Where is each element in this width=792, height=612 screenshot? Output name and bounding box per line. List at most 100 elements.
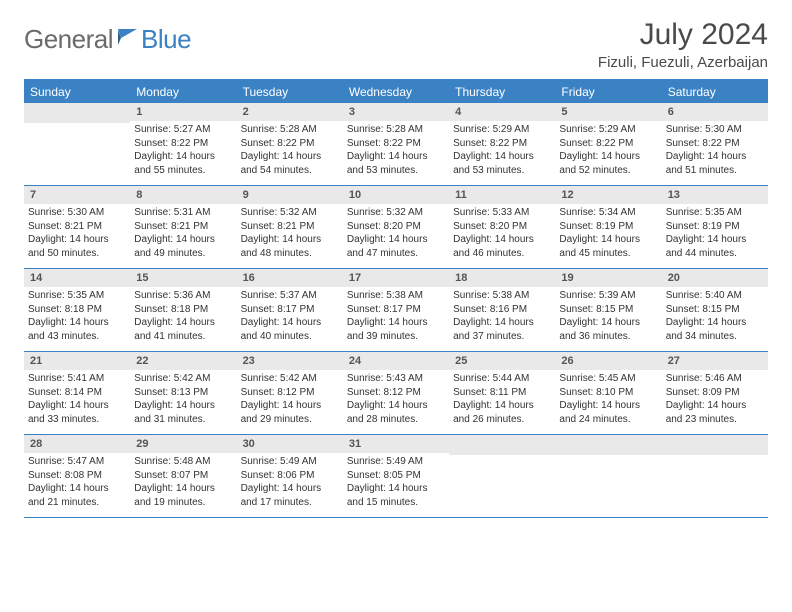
day-detail-line: Daylight: 14 hours (347, 150, 445, 164)
day-detail-line: Sunrise: 5:32 AM (347, 206, 445, 220)
day-cell: 17Sunrise: 5:38 AMSunset: 8:17 PMDayligh… (343, 269, 449, 351)
day-content: Sunrise: 5:32 AMSunset: 8:21 PMDaylight:… (237, 204, 343, 264)
day-detail-line: Daylight: 14 hours (347, 316, 445, 330)
day-number: 31 (343, 435, 449, 453)
day-cell: 18Sunrise: 5:38 AMSunset: 8:16 PMDayligh… (449, 269, 555, 351)
day-detail-line: Sunset: 8:07 PM (134, 469, 232, 483)
day-content: Sunrise: 5:38 AMSunset: 8:16 PMDaylight:… (449, 287, 555, 347)
day-detail-line: and 33 minutes. (28, 413, 126, 427)
day-number: 7 (24, 186, 130, 204)
day-cell: 9Sunrise: 5:32 AMSunset: 8:21 PMDaylight… (237, 186, 343, 268)
day-detail-line: Daylight: 14 hours (453, 150, 551, 164)
day-cell: 21Sunrise: 5:41 AMSunset: 8:14 PMDayligh… (24, 352, 130, 434)
day-cell: 23Sunrise: 5:42 AMSunset: 8:12 PMDayligh… (237, 352, 343, 434)
week-row: 7Sunrise: 5:30 AMSunset: 8:21 PMDaylight… (24, 186, 768, 269)
day-detail-line: Daylight: 14 hours (28, 399, 126, 413)
day-cell: 25Sunrise: 5:44 AMSunset: 8:11 PMDayligh… (449, 352, 555, 434)
day-cell: 4Sunrise: 5:29 AMSunset: 8:22 PMDaylight… (449, 103, 555, 185)
day-cell (449, 435, 555, 517)
day-detail-line: Sunrise: 5:31 AM (134, 206, 232, 220)
day-content: Sunrise: 5:45 AMSunset: 8:10 PMDaylight:… (555, 370, 661, 430)
day-cell: 29Sunrise: 5:48 AMSunset: 8:07 PMDayligh… (130, 435, 236, 517)
weekday-header: Sunday (24, 81, 130, 103)
day-cell: 13Sunrise: 5:35 AMSunset: 8:19 PMDayligh… (662, 186, 768, 268)
day-detail-line: and 51 minutes. (666, 164, 764, 178)
day-content: Sunrise: 5:27 AMSunset: 8:22 PMDaylight:… (130, 121, 236, 181)
week-row: 1Sunrise: 5:27 AMSunset: 8:22 PMDaylight… (24, 103, 768, 186)
day-detail-line: Sunset: 8:22 PM (134, 137, 232, 151)
day-number: 25 (449, 352, 555, 370)
day-detail-line: and 26 minutes. (453, 413, 551, 427)
day-detail-line: and 49 minutes. (134, 247, 232, 261)
day-content: Sunrise: 5:31 AMSunset: 8:21 PMDaylight:… (130, 204, 236, 264)
day-cell: 3Sunrise: 5:28 AMSunset: 8:22 PMDaylight… (343, 103, 449, 185)
day-detail-line: Daylight: 14 hours (134, 399, 232, 413)
day-cell (24, 103, 130, 185)
day-detail-line: and 36 minutes. (559, 330, 657, 344)
day-number-empty (662, 435, 768, 455)
day-number: 24 (343, 352, 449, 370)
day-content: Sunrise: 5:29 AMSunset: 8:22 PMDaylight:… (555, 121, 661, 181)
day-detail-line: Sunset: 8:22 PM (241, 137, 339, 151)
day-detail-line: Sunrise: 5:48 AM (134, 455, 232, 469)
day-content: Sunrise: 5:30 AMSunset: 8:21 PMDaylight:… (24, 204, 130, 264)
day-detail-line: Sunset: 8:09 PM (666, 386, 764, 400)
day-detail-line: Sunrise: 5:42 AM (241, 372, 339, 386)
day-detail-line: Sunset: 8:16 PM (453, 303, 551, 317)
day-number: 1 (130, 103, 236, 121)
day-number: 4 (449, 103, 555, 121)
day-detail-line: and 53 minutes. (453, 164, 551, 178)
day-detail-line: Sunrise: 5:35 AM (28, 289, 126, 303)
day-detail-line: Sunset: 8:11 PM (453, 386, 551, 400)
day-detail-line: Sunset: 8:12 PM (241, 386, 339, 400)
day-cell: 20Sunrise: 5:40 AMSunset: 8:15 PMDayligh… (662, 269, 768, 351)
location-text: Fizuli, Fuezuli, Azerbaijan (598, 54, 768, 71)
day-cell: 26Sunrise: 5:45 AMSunset: 8:10 PMDayligh… (555, 352, 661, 434)
day-number: 13 (662, 186, 768, 204)
day-detail-line: and 29 minutes. (241, 413, 339, 427)
day-detail-line: and 31 minutes. (134, 413, 232, 427)
day-number: 30 (237, 435, 343, 453)
day-content: Sunrise: 5:32 AMSunset: 8:20 PMDaylight:… (343, 204, 449, 264)
day-detail-line: Daylight: 14 hours (347, 399, 445, 413)
day-detail-line: and 54 minutes. (241, 164, 339, 178)
day-cell: 12Sunrise: 5:34 AMSunset: 8:19 PMDayligh… (555, 186, 661, 268)
day-number-empty (24, 103, 130, 123)
day-detail-line: Sunrise: 5:37 AM (241, 289, 339, 303)
day-detail-line: and 45 minutes. (559, 247, 657, 261)
weekday-header: Wednesday (343, 81, 449, 103)
day-detail-line: Sunset: 8:20 PM (347, 220, 445, 234)
day-cell (662, 435, 768, 517)
day-content: Sunrise: 5:46 AMSunset: 8:09 PMDaylight:… (662, 370, 768, 430)
day-cell: 28Sunrise: 5:47 AMSunset: 8:08 PMDayligh… (24, 435, 130, 517)
day-detail-line: and 55 minutes. (134, 164, 232, 178)
logo-text-blue: Blue (141, 24, 191, 55)
day-detail-line: and 44 minutes. (666, 247, 764, 261)
day-cell: 6Sunrise: 5:30 AMSunset: 8:22 PMDaylight… (662, 103, 768, 185)
day-number: 9 (237, 186, 343, 204)
day-cell: 19Sunrise: 5:39 AMSunset: 8:15 PMDayligh… (555, 269, 661, 351)
day-number: 29 (130, 435, 236, 453)
day-number: 12 (555, 186, 661, 204)
day-content: Sunrise: 5:33 AMSunset: 8:20 PMDaylight:… (449, 204, 555, 264)
day-cell: 22Sunrise: 5:42 AMSunset: 8:13 PMDayligh… (130, 352, 236, 434)
day-detail-line: Daylight: 14 hours (453, 233, 551, 247)
flag-icon (117, 27, 139, 52)
day-detail-line: and 47 minutes. (347, 247, 445, 261)
day-cell: 10Sunrise: 5:32 AMSunset: 8:20 PMDayligh… (343, 186, 449, 268)
day-detail-line: and 48 minutes. (241, 247, 339, 261)
day-cell: 14Sunrise: 5:35 AMSunset: 8:18 PMDayligh… (24, 269, 130, 351)
week-row: 28Sunrise: 5:47 AMSunset: 8:08 PMDayligh… (24, 435, 768, 518)
day-number: 26 (555, 352, 661, 370)
day-detail-line: Daylight: 14 hours (241, 316, 339, 330)
day-detail-line: Sunrise: 5:38 AM (347, 289, 445, 303)
day-content: Sunrise: 5:34 AMSunset: 8:19 PMDaylight:… (555, 204, 661, 264)
day-detail-line: Sunrise: 5:29 AM (559, 123, 657, 137)
day-content: Sunrise: 5:28 AMSunset: 8:22 PMDaylight:… (237, 121, 343, 181)
day-detail-line: Sunrise: 5:28 AM (241, 123, 339, 137)
day-detail-line: Daylight: 14 hours (559, 233, 657, 247)
day-number: 23 (237, 352, 343, 370)
day-detail-line: and 40 minutes. (241, 330, 339, 344)
day-detail-line: and 43 minutes. (28, 330, 126, 344)
day-detail-line: Daylight: 14 hours (666, 233, 764, 247)
